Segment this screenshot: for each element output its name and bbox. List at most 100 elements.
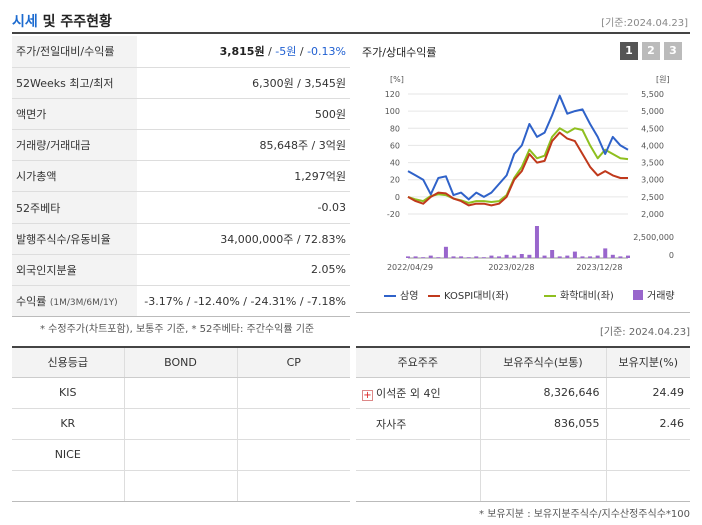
label-beta: 52주베타 — [12, 191, 137, 224]
volume-bar — [557, 256, 562, 258]
volume-bar — [542, 255, 547, 258]
volume-zero-label: 0 — [669, 251, 674, 260]
expand-plus-icon[interactable]: + — [362, 389, 373, 401]
volume-bar — [451, 256, 456, 258]
volume-bar — [519, 254, 524, 258]
volume-bar — [512, 255, 517, 258]
left-tick-label: 40 — [390, 159, 400, 168]
volume-bar — [443, 246, 448, 258]
volume-bar — [595, 255, 600, 258]
right-tick-label: 4,000 — [641, 141, 664, 150]
table-row: 자사주 836,055 2.46 — [356, 408, 690, 440]
volume-bar — [527, 254, 532, 258]
left-tick-label: 60 — [390, 141, 400, 150]
holders-header-name: 주요주주 — [356, 347, 480, 378]
volume-bar — [481, 257, 486, 258]
chart-tab-1[interactable]: 1 — [620, 42, 638, 60]
row-price: 주가/전일대비/수익률 3,815원 / -5원 / -0.13% — [12, 36, 350, 68]
credit-header-grade: 신용등급 — [12, 347, 124, 378]
section-header: 시세 및 주주현황 [기준:2024.04.23] — [12, 8, 690, 34]
volume-bar — [466, 257, 471, 258]
label-shares: 발행주식수/유동비율 — [12, 223, 137, 255]
left-tick-label: 120 — [385, 90, 400, 99]
credit-table: 신용등급 BOND CP KIS KR NICE — [12, 346, 350, 502]
holder-shares: 8,326,646 — [479, 377, 606, 409]
holder-shares: 836,055 — [479, 408, 606, 440]
legend-label: KOSPI대비(좌) — [444, 290, 509, 302]
holder-name — [356, 470, 480, 502]
holder-shares — [479, 439, 606, 471]
credit-header-row: 신용등급 BOND CP — [12, 347, 350, 378]
label-return: 수익률 (1M/3M/6M/1Y) — [12, 285, 137, 318]
holder-ratio: 2.46 — [605, 408, 690, 440]
value-return: -3.17% / -12.40% / -24.31% / -7.18% — [137, 285, 350, 318]
series-line — [407, 131, 628, 207]
holder-name[interactable]: + 이석준 외 4인 — [356, 377, 480, 409]
holders-header-ratio: 보유지분(%) — [605, 347, 690, 378]
right-tick-label: 5,500 — [641, 90, 664, 99]
value-volume: 85,648주 / 3억원 — [137, 129, 350, 162]
holder-name: 자사주 — [356, 408, 480, 440]
left-axis-unit: [%] — [390, 75, 404, 84]
table-row: KR — [12, 408, 350, 440]
table-row — [12, 470, 350, 502]
chart-tab-3[interactable]: 3 — [664, 42, 682, 60]
value-52weeks: 6,300원 / 3,545원 — [137, 67, 350, 99]
volume-bar — [580, 256, 585, 258]
right-tick-label: 4,500 — [641, 124, 664, 133]
holders-header-row: 주요주주 보유주식수(보통) 보유지분(%) — [356, 347, 690, 378]
chart-base-date: [기준: 2024.04.23] — [599, 327, 690, 338]
volume-bar — [626, 255, 630, 258]
row-shares: 발행주식수/유동비율 34,000,000주 / 72.83% — [12, 223, 350, 255]
volume-bar — [534, 226, 539, 258]
value-beta: -0.03 — [137, 191, 350, 224]
left-tick-label: 20 — [390, 176, 400, 185]
credit-agency: NICE — [12, 439, 124, 471]
holders-header-shares: 보유주식수(보통) — [479, 347, 606, 378]
volume-bar — [413, 256, 418, 258]
left-tick-label: 0 — [395, 193, 400, 202]
value-price: 3,815원 / -5원 / -0.13% — [137, 36, 350, 68]
right-tick-label: 3,500 — [641, 159, 664, 168]
holder-ratio — [605, 439, 690, 471]
chart-tabs: 1 2 3 — [620, 42, 682, 60]
market-footnote: * 수정주가(차트포함), 보통주 기준, * 52주베타: 주간수익률 기준 — [40, 324, 315, 335]
row-marketcap: 시가총액 1,297억원 — [12, 160, 350, 193]
legend-label: 삼영 — [400, 290, 418, 302]
volume-bar — [406, 256, 410, 258]
market-table: 주가/전일대비/수익률 3,815원 / -5원 / -0.13% 52Week… — [12, 36, 350, 318]
volume-bar — [572, 251, 577, 258]
volume-bar — [497, 256, 502, 258]
table-row — [356, 439, 690, 471]
x-tick-label: 2022/04/29 — [387, 263, 433, 272]
chart-panel: [%] [원] 120 5,500 100 5,000 80 4,500 60 4,000 40 3,… — [356, 36, 690, 313]
credit-bond — [123, 470, 237, 502]
legend-swatch — [633, 290, 643, 300]
value-foreign: 2.05% — [137, 254, 350, 287]
volume-tick-label: 2,500,000 — [633, 233, 674, 242]
left-tick-label: 100 — [385, 107, 400, 116]
row-beta: 52주베타 -0.03 — [12, 191, 350, 224]
right-tick-label: 2,000 — [641, 210, 664, 219]
credit-agency: KIS — [12, 377, 124, 409]
volume-bar — [618, 256, 623, 258]
volume-bar — [489, 255, 494, 258]
legend-label: 거래량 — [647, 290, 675, 302]
holder-ratio — [605, 470, 690, 502]
row-volume: 거래량/거래대금 85,648주 / 3억원 — [12, 129, 350, 162]
volume-bar — [459, 256, 464, 258]
row-52weeks: 52Weeks 최고/최저 6,300원 / 3,545원 — [12, 67, 350, 99]
credit-cp — [236, 470, 350, 502]
holders-table: 주요주주 보유주식수(보통) 보유지분(%) + 이석준 외 4인 8,326,6… — [356, 346, 690, 502]
volume-bar — [603, 248, 608, 258]
holders-footnote: * 보유지분 : 보유지분주식수/지수산정주식수*100 — [479, 509, 690, 520]
row-par: 액면가 500원 — [12, 98, 350, 131]
table-row: KIS — [12, 377, 350, 409]
chart-tab-2[interactable]: 2 — [642, 42, 660, 60]
value-shares: 34,000,000주 / 72.83% — [137, 223, 350, 255]
base-date: [기준:2024.04.23] — [601, 18, 688, 29]
legend-label: 화학대비(좌) — [560, 290, 614, 302]
label-volume: 거래량/거래대금 — [12, 129, 137, 162]
left-tick-label: 80 — [390, 124, 400, 133]
volume-bar — [610, 254, 615, 258]
